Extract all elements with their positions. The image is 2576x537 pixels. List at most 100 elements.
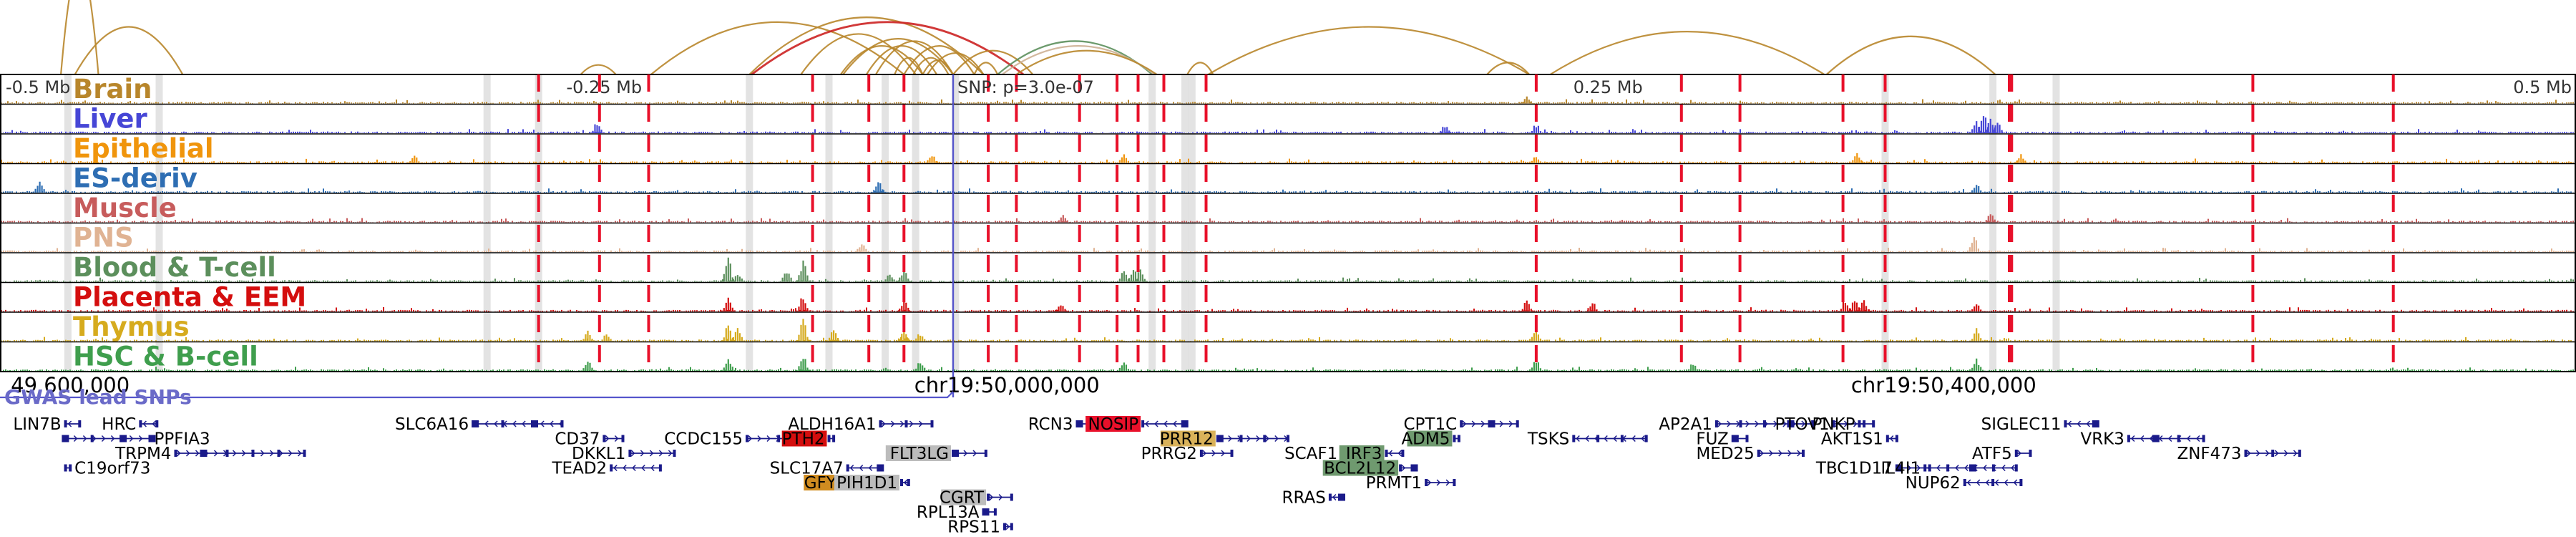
gene-highlight-box	[885, 445, 951, 461]
gene-fuz: FUZ	[1696, 430, 1749, 449]
exon	[1010, 523, 1013, 531]
exon	[2029, 450, 2032, 457]
track-label: Muscle	[73, 193, 177, 223]
exon	[2202, 435, 2205, 442]
exon	[1745, 435, 1749, 442]
exon	[1963, 479, 1966, 486]
signal-peak	[897, 268, 912, 282]
signal-peak	[1519, 300, 1534, 311]
signal-peak	[882, 274, 897, 282]
strand-chevrons	[2017, 450, 2021, 457]
loop-arc	[1486, 62, 1530, 75]
gene-label: SLC6A16	[395, 415, 469, 434]
exon	[984, 450, 987, 457]
gene-label: PTH2	[782, 430, 825, 449]
signal-peak	[590, 124, 605, 133]
gene-label: NOSIP	[1088, 415, 1139, 434]
gene-label: C19orf73	[74, 460, 150, 478]
exon	[2244, 450, 2248, 457]
exon	[560, 420, 564, 427]
exon	[1969, 464, 1976, 472]
gene-c19orf73: C19orf73	[64, 460, 150, 478]
signal-baseline	[1, 188, 2574, 193]
gene-nup62: NUP62	[1906, 474, 2023, 493]
gene-rps11: RPS11	[947, 518, 1013, 537]
signal-peak	[1847, 301, 1863, 311]
gwas-link-line	[0, 391, 954, 399]
exon	[1832, 420, 1835, 427]
gene-label: ATF5	[1972, 445, 2012, 463]
gene-flt3lg: FLT3LG	[885, 445, 987, 463]
gene-label: PRR12	[1160, 430, 1214, 449]
gene-highlight-box	[781, 430, 827, 447]
signal-peak	[1976, 116, 1991, 133]
signal-peak	[1116, 154, 1131, 163]
strand-chevrons	[176, 450, 302, 457]
signal-peak	[1528, 332, 1543, 342]
gene-pth2: PTH2	[781, 430, 836, 449]
gene-label: PRMT1	[1366, 474, 1422, 493]
exon	[2152, 435, 2160, 442]
exon	[1946, 464, 1950, 472]
exon	[846, 464, 849, 472]
signal-peak	[730, 328, 745, 342]
exon	[2298, 450, 2301, 457]
gene-highlight-box	[941, 489, 987, 505]
gwas-lead-snps-label: GWAS lead SNPs	[4, 385, 192, 409]
track-label: Epithelial	[73, 133, 214, 164]
gene-highlight-box	[1085, 416, 1141, 432]
exon	[879, 420, 882, 427]
gene-ppfia3: PPFIA3	[62, 430, 210, 449]
exon	[982, 508, 990, 516]
gene-label: PTOV1	[1775, 415, 1830, 434]
exon	[658, 464, 662, 472]
relative-tick-label: -0.25 Mb	[566, 77, 642, 97]
exon	[827, 435, 831, 442]
tracks-frame	[0, 74, 2576, 372]
signal-peak	[796, 298, 811, 311]
signal-peak	[32, 181, 47, 193]
signal-peak	[1983, 118, 1998, 133]
gene-znf473: ZNF473	[2177, 445, 2301, 463]
gene-rpl13a: RPL13A	[917, 503, 997, 522]
exon	[1572, 435, 1576, 442]
exon	[832, 435, 836, 442]
exon	[1787, 420, 1795, 427]
track-es-deriv: ES-deriv	[0, 163, 2576, 194]
gene-pnkp: PNKP	[1813, 415, 1875, 434]
signal-peak	[1438, 127, 1453, 133]
exon	[225, 450, 229, 457]
gene-highlight-box	[1339, 445, 1385, 461]
signal-tracks: BrainLiverEpithelialES-derivMusclePNSBlo…	[0, 74, 2576, 372]
signal-peak	[1990, 122, 2005, 133]
signal-peak	[1969, 185, 1984, 193]
gene-label: IL4I1	[1881, 460, 1921, 478]
gene-slc6a16: SLC6A16	[395, 415, 564, 434]
signal-peak	[1133, 269, 1148, 282]
strand-chevrons	[1332, 493, 1337, 501]
gene-dkkl1: DKKL1	[572, 445, 676, 463]
track-thymus: Thymus	[0, 311, 2576, 342]
gene-label: LIN7B	[13, 415, 61, 434]
gene-label: GFY	[804, 474, 837, 493]
loop-arc	[748, 16, 985, 75]
loop-arc	[1549, 31, 1825, 75]
signal-peak	[1126, 270, 1141, 282]
loop-arc	[1186, 62, 1214, 75]
loop-arc	[1825, 35, 1996, 75]
exon	[69, 464, 72, 472]
track-label: ES-deriv	[73, 163, 197, 194]
signal-peak	[1055, 215, 1070, 223]
gene-label: AP2A1	[1659, 415, 1712, 434]
signal-peak	[721, 297, 736, 311]
exon	[987, 493, 990, 501]
loop-arc	[952, 49, 1034, 75]
gene-highlight-box	[1407, 430, 1453, 447]
signal-peak	[796, 359, 811, 371]
exon	[1763, 420, 1766, 427]
exon	[1872, 420, 1875, 427]
exon	[2271, 450, 2275, 457]
signal-peak	[721, 359, 736, 371]
exon	[993, 508, 997, 516]
exon	[2019, 479, 2023, 486]
